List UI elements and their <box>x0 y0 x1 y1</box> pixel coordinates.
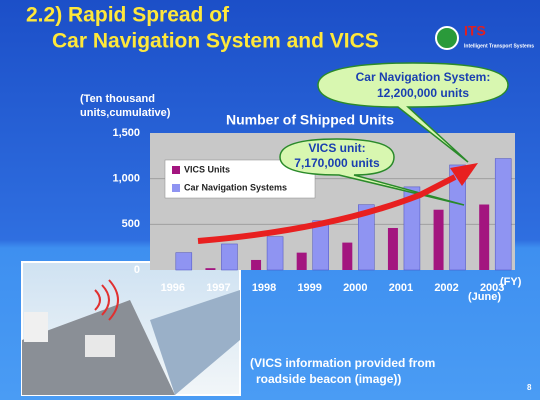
callout-bubble <box>279 138 465 206</box>
legend-swatch <box>172 166 180 174</box>
y-tick-label: 1,000 <box>112 173 140 185</box>
photo <box>21 261 241 396</box>
bar <box>175 252 193 271</box>
bar <box>479 204 490 270</box>
beacon-waves <box>94 279 119 321</box>
caption: roadside beacon (image)) <box>256 372 401 386</box>
x-note: (June) <box>468 291 501 303</box>
bar <box>449 164 466 271</box>
logo-text: ITS <box>464 23 486 39</box>
legend-swatch <box>172 184 180 192</box>
fence <box>150 290 240 395</box>
bar <box>342 242 353 270</box>
x-tick-label: 2000 <box>343 282 367 294</box>
y-tick-label: 500 <box>122 218 140 230</box>
y-tick-label: 1,500 <box>112 127 140 139</box>
x-tick-label: 2003 <box>480 282 504 294</box>
x-tick-label: 2002 <box>434 282 458 294</box>
x-tick-label: 2001 <box>389 282 413 294</box>
callout: VICS unit: 7,170,000 units <box>279 138 465 206</box>
bar <box>387 227 398 270</box>
chart-title: Number of Shipped Units <box>226 112 394 128</box>
trend-arrow <box>197 174 457 244</box>
y-axis-label: units,cumulative) <box>80 107 171 119</box>
car <box>85 335 115 357</box>
callout-text: 7,170,000 units <box>294 156 380 170</box>
bar <box>296 252 307 270</box>
y-axis-label: (Ten thousand <box>80 93 155 105</box>
legend-label: VICS Units <box>184 164 230 174</box>
bar <box>312 220 329 271</box>
x-axis-label: (FY) <box>500 276 522 288</box>
bar <box>221 243 238 271</box>
callout: Car Navigation System: 12,200,000 units <box>317 62 509 163</box>
bar <box>266 236 284 271</box>
callout-bubble <box>317 62 509 163</box>
bar <box>251 259 262 270</box>
x-tick-label: 1997 <box>206 282 230 294</box>
bar <box>358 204 375 271</box>
callout-text: VICS unit: <box>308 141 365 155</box>
callout-text: 12,200,000 units <box>377 86 469 100</box>
y-tick-label: 0 <box>134 264 140 276</box>
title-line: Car Navigation System and VICS <box>52 30 379 53</box>
callout-text: Car Navigation System: <box>356 70 491 84</box>
page-number: 8 <box>527 383 532 392</box>
x-tick-label: 1998 <box>252 282 276 294</box>
bar <box>205 268 216 270</box>
truck <box>24 312 48 342</box>
logo-globe <box>435 26 459 50</box>
logo: ITS Intelligent Transport Systems <box>435 23 534 50</box>
caption: (VICS information provided from <box>250 356 435 370</box>
logo-subtext: Intelligent Transport Systems <box>464 43 534 49</box>
x-tick-label: 1996 <box>161 282 185 294</box>
bar <box>433 209 444 270</box>
bar <box>494 158 512 271</box>
legend-label: Car Navigation Systems <box>184 182 287 192</box>
x-tick-label: 1999 <box>297 282 321 294</box>
trend-arrowhead <box>450 163 478 186</box>
title-line: 2.2) Rapid Spread of <box>26 4 230 27</box>
bar <box>403 186 421 271</box>
